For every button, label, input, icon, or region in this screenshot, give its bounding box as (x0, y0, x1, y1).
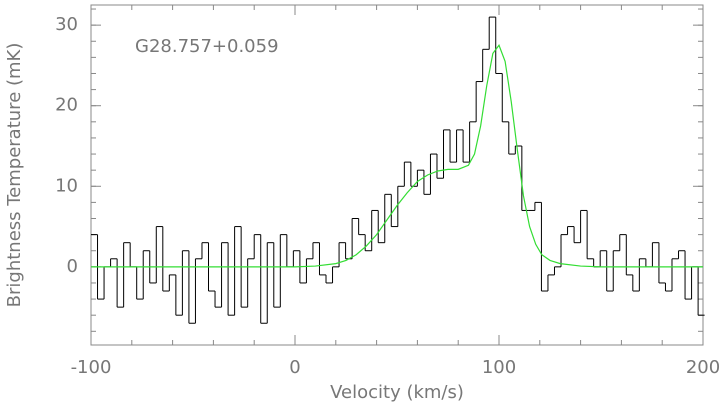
x-tick-label: 200 (686, 357, 720, 378)
y-tick-label: 10 (55, 175, 78, 196)
y-tick-label: 0 (67, 256, 78, 277)
spectrum-risers (97, 17, 699, 324)
plot-frame (90, 4, 704, 346)
annotation: G28.757+0.059 (135, 36, 279, 57)
y-tick-label: 20 (55, 95, 78, 116)
x-tick-label: 100 (482, 357, 516, 378)
x-tick-label: 0 (289, 357, 300, 378)
y-tick-label: 30 (55, 14, 78, 35)
x-tick-label: -100 (71, 357, 112, 378)
x-axis-label: Velocity (km/s) (330, 382, 464, 403)
y-axis-label: Brightness Temperature (mK) (4, 43, 25, 308)
fit-curve (91, 44, 703, 268)
